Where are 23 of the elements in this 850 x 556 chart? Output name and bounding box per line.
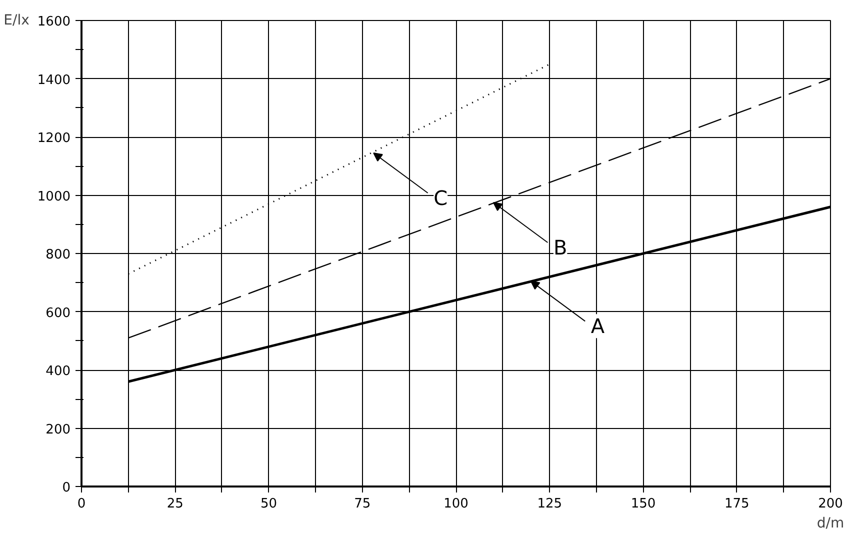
y-tick-label: 1400 (37, 72, 71, 88)
x-tick-label: 0 (77, 496, 86, 512)
y-tick-label: 1000 (37, 189, 71, 204)
y-axis-title: E/lx (4, 12, 30, 28)
annotation: B (553, 236, 568, 260)
x-tick-label: 175 (724, 496, 750, 512)
x-tick-label: 150 (630, 496, 656, 512)
y-tick-label: 0 (62, 480, 71, 496)
y-tick-label: 800 (46, 248, 71, 262)
y-tick-label: 400 (46, 364, 71, 379)
annotation: A (590, 314, 605, 338)
x-tick-label: 200 (818, 496, 843, 512)
annotation: C (434, 186, 448, 210)
x-tick-label: 25 (166, 496, 184, 512)
x-tick-label: 50 (260, 496, 278, 512)
x-axis-title: d/m (816, 516, 844, 532)
y-tick-label: 1600 (37, 14, 71, 30)
y-tick-label: 600 (46, 306, 71, 321)
x-tick-label: 75 (354, 496, 371, 512)
x-tick-label: 100 (444, 496, 468, 512)
y-tick-label: 1200 (37, 131, 71, 146)
y-tick-label: 200 (46, 422, 71, 438)
x-tick-label: 125 (537, 496, 562, 512)
